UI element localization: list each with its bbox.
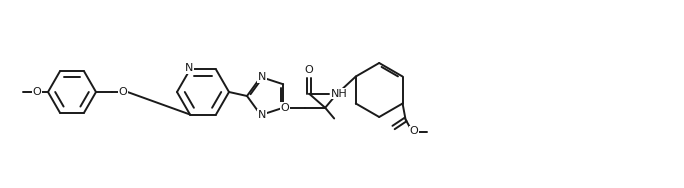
Text: O: O — [33, 87, 41, 97]
Text: O: O — [281, 103, 289, 113]
Text: O: O — [409, 127, 418, 136]
Text: N: N — [258, 110, 266, 120]
Text: NH: NH — [331, 89, 348, 99]
Text: N: N — [258, 72, 266, 82]
Text: O: O — [305, 65, 313, 75]
Text: O: O — [118, 87, 127, 97]
Text: N: N — [185, 64, 193, 74]
